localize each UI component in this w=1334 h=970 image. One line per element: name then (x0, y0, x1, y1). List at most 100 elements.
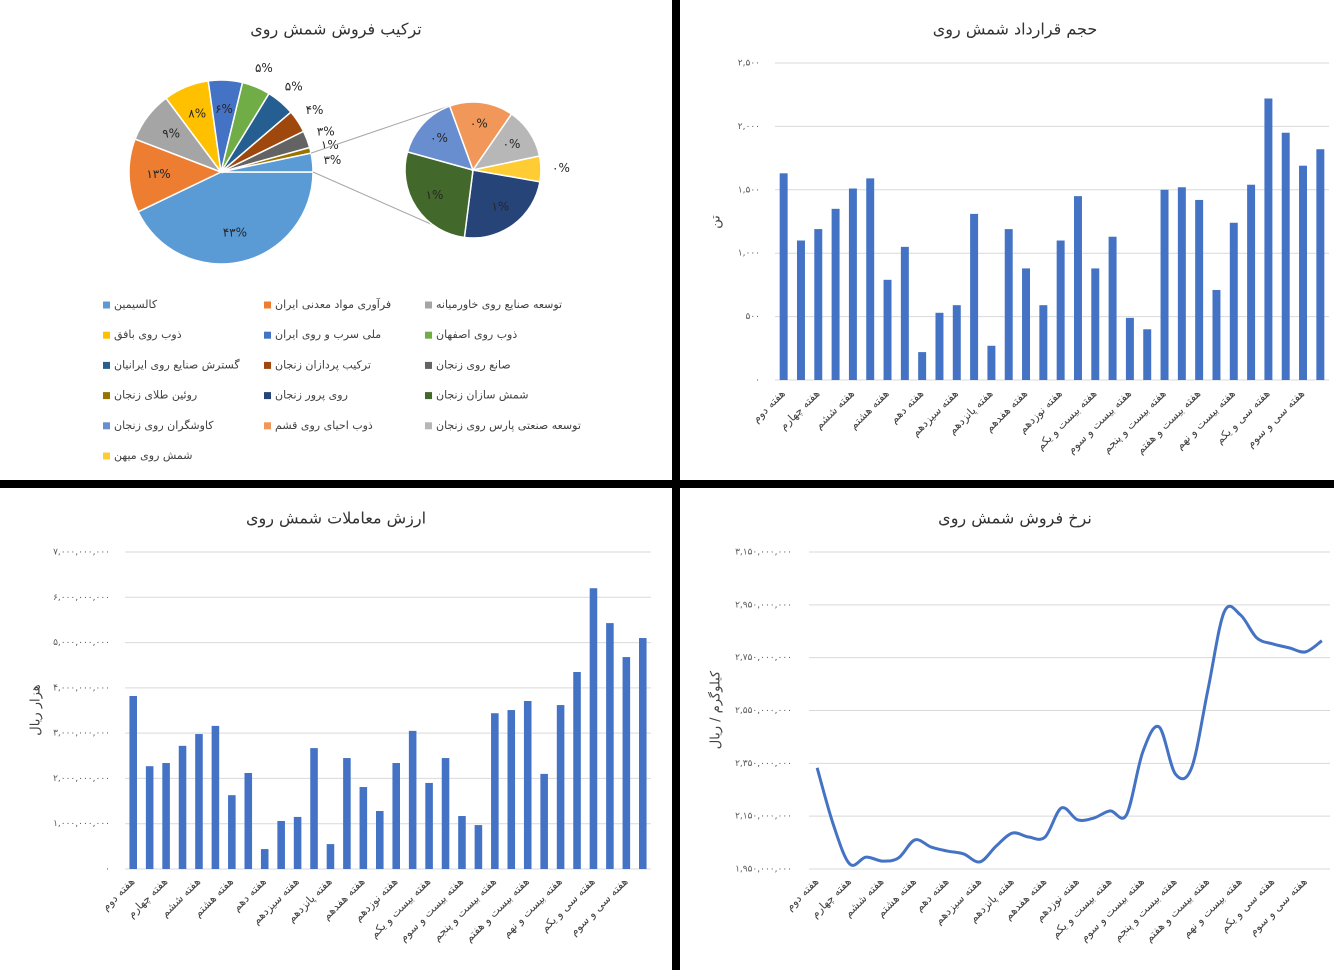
legend-swatch (425, 331, 432, 339)
legend-swatch (103, 422, 110, 430)
legend-label: کالسیمین (114, 298, 158, 311)
bar (228, 795, 236, 869)
y-tick-label: ۱,۵۰۰ (738, 185, 760, 195)
y-tick-label: ۰ (755, 376, 760, 386)
pie-slice (463, 169, 541, 239)
legend-swatch (264, 301, 271, 309)
data-label: ۱% (491, 200, 509, 214)
legend-label: روئین طلای زنجان (114, 389, 197, 402)
y-tick-label: ۰ (105, 865, 110, 875)
bar (848, 188, 857, 380)
pie-slice (220, 152, 314, 173)
bar (987, 345, 996, 380)
legend-swatch (264, 392, 271, 400)
bar (935, 312, 944, 380)
y-tick-label: ۲,۰۰۰,۰۰۰,۰۰۰ (53, 774, 110, 784)
data-label: ۵% (285, 79, 303, 93)
bar (1281, 132, 1290, 380)
data-label: ۵% (255, 61, 273, 75)
bar (162, 763, 170, 869)
pie-slice (448, 101, 513, 172)
data-label: ۰% (470, 117, 488, 131)
connector (310, 105, 450, 154)
legend-label: شمش سازان زنجان (436, 389, 529, 402)
bar (1229, 222, 1238, 380)
bar (900, 246, 909, 380)
bar (474, 825, 483, 869)
y-axis-label: هزار ریال (29, 684, 44, 735)
legend-label: توسعه صنعتی پارس روی زنجان (436, 419, 581, 432)
bar (491, 713, 499, 869)
bar (260, 849, 269, 869)
y-tick-label: ۳,۰۰۰,۰۰۰,۰۰۰ (53, 729, 110, 739)
bar (1264, 98, 1273, 380)
legend-swatch (425, 361, 432, 369)
bar (310, 748, 318, 869)
data-label: ۱% (426, 188, 444, 202)
y-tick-label: ۷,۰۰۰,۰۰۰,۰۰۰ (53, 548, 110, 558)
data-label: ۹% (162, 127, 180, 141)
y-tick-label: ۲,۷۵۰,۰۰۰,۰۰۰ (735, 653, 792, 663)
legend-label: فرآوری مواد معدنی ایران (275, 297, 391, 311)
data-label: ۱۳% (146, 167, 170, 181)
bar (1299, 165, 1308, 380)
legend-label: ذوب روی بافق (114, 328, 182, 342)
bar (573, 672, 581, 869)
y-tick-label: ۵,۰۰۰,۰۰۰,۰۰۰ (53, 638, 110, 648)
bar (883, 279, 892, 380)
bar (458, 816, 466, 869)
legend-swatch (264, 361, 271, 369)
bar (1160, 189, 1169, 380)
bar (814, 229, 823, 380)
chart-title: حجم قرارداد شمش روی (933, 20, 1098, 40)
bar (441, 758, 450, 869)
bar (1056, 240, 1065, 380)
data-label: ۳% (323, 153, 341, 167)
bar (145, 766, 154, 869)
bar (425, 782, 433, 869)
y-tick-label: ۲,۹۵۰,۰۰۰,۰۰۰ (735, 600, 792, 610)
bar (1004, 229, 1013, 380)
bar (1212, 289, 1221, 380)
bar (1143, 329, 1152, 380)
chart-title: ارزش معاملات شمش روی (246, 509, 426, 529)
bar (408, 730, 417, 869)
data-label: ۰% (430, 131, 448, 145)
bar (1091, 268, 1100, 380)
bar (639, 638, 647, 869)
data-label: ۰% (552, 161, 570, 175)
bar (622, 657, 631, 869)
legend-label: گسترش صنایع روی ایرانیان (114, 358, 240, 371)
y-tick-label: ۲,۰۰۰ (738, 122, 760, 132)
bar (1247, 184, 1256, 380)
bar (1195, 199, 1204, 380)
bar (523, 700, 532, 869)
bar (178, 745, 187, 869)
data-label: ۶% (215, 102, 233, 116)
legend-label: ترکیب پردازان زنجان (275, 358, 371, 371)
bar (970, 213, 979, 380)
y-tick-label: ۱,۰۰۰ (738, 249, 760, 259)
data-label: ۴% (306, 103, 324, 117)
bar (952, 305, 961, 380)
legend-swatch (264, 331, 271, 339)
y-tick-label: ۲,۵۰۰ (738, 59, 760, 69)
legend-label: ذوب احیای روی قشم (275, 419, 373, 432)
bar (1177, 187, 1186, 380)
bar (606, 623, 614, 869)
bar (359, 787, 368, 869)
data-label: ۰% (503, 137, 521, 151)
line (815, 604, 1323, 867)
legend-swatch (425, 392, 432, 400)
pie-slice (404, 150, 474, 239)
bar (392, 763, 400, 869)
pie-slice (128, 138, 223, 213)
bar (1108, 236, 1117, 380)
y-axis-label: تن (709, 215, 724, 229)
bar (507, 710, 516, 869)
bar (831, 208, 840, 380)
pie-slice (472, 155, 542, 183)
bar (918, 352, 927, 380)
